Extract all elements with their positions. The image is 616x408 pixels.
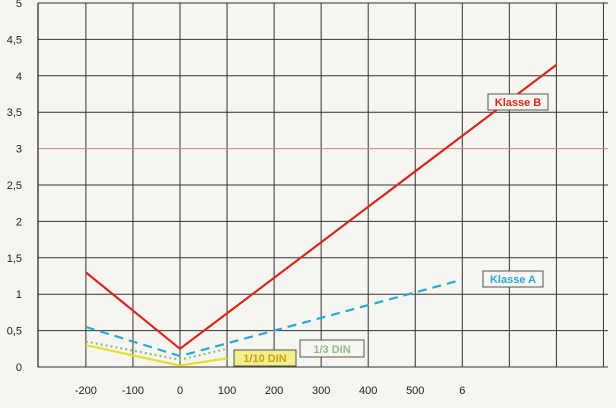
y-tick-label: 5 <box>16 0 22 10</box>
y-tick-label: 4,5 <box>7 34 22 46</box>
series-label-klasse-b: Klasse B <box>495 97 542 109</box>
y-tick-label: 1 <box>16 289 22 301</box>
series-label-klasse-a: Klasse A <box>490 274 536 286</box>
x-tick-label: -100 <box>122 385 144 397</box>
series-layer <box>85 64 558 367</box>
series-label-box <box>299 339 365 358</box>
x-tick-label: 500 <box>406 385 424 397</box>
y-tick-label: 0,5 <box>7 326 22 338</box>
x-tick-label: 200 <box>265 385 283 397</box>
series-label-box <box>482 270 544 288</box>
series-line-1-10-din <box>85 344 228 367</box>
y-tick-label: 0 <box>16 362 22 374</box>
x-tick-label: 0 <box>177 385 183 397</box>
y-tick-label: 4 <box>16 71 22 83</box>
y-tick-label: 2 <box>16 216 22 228</box>
series-line-klasse-a <box>85 278 463 358</box>
series-line-klasse-b <box>85 64 558 350</box>
grid <box>37 2 608 368</box>
series-line-1-3-din <box>85 340 228 361</box>
tick-labels: 0 0,5 1 1,5 2 2,5 3 3,5 4 4,5 5 -200 -100 0 100 200 300 4… <box>7 0 466 397</box>
series-label-1-3-din: 1/3 DIN <box>313 344 350 356</box>
x-tick-label: 6 <box>459 385 465 397</box>
series-labels: Klasse B Klasse A 1/3 DIN 1/10 DIN <box>233 93 549 367</box>
y-tick-label: 3 <box>16 144 22 156</box>
series-label-1-10-din: 1/10 DIN <box>243 353 286 365</box>
y-tick-label: 3,5 <box>7 107 22 119</box>
x-tick-label: -200 <box>75 385 97 397</box>
y-tick-label: 1,5 <box>7 253 22 265</box>
x-tick-label: 300 <box>312 385 330 397</box>
series-label-box <box>233 349 297 367</box>
series-label-box <box>487 93 549 111</box>
y-tick-label: 2,5 <box>7 180 22 192</box>
x-tick-label: 100 <box>218 385 236 397</box>
x-tick-label: 400 <box>359 385 377 397</box>
